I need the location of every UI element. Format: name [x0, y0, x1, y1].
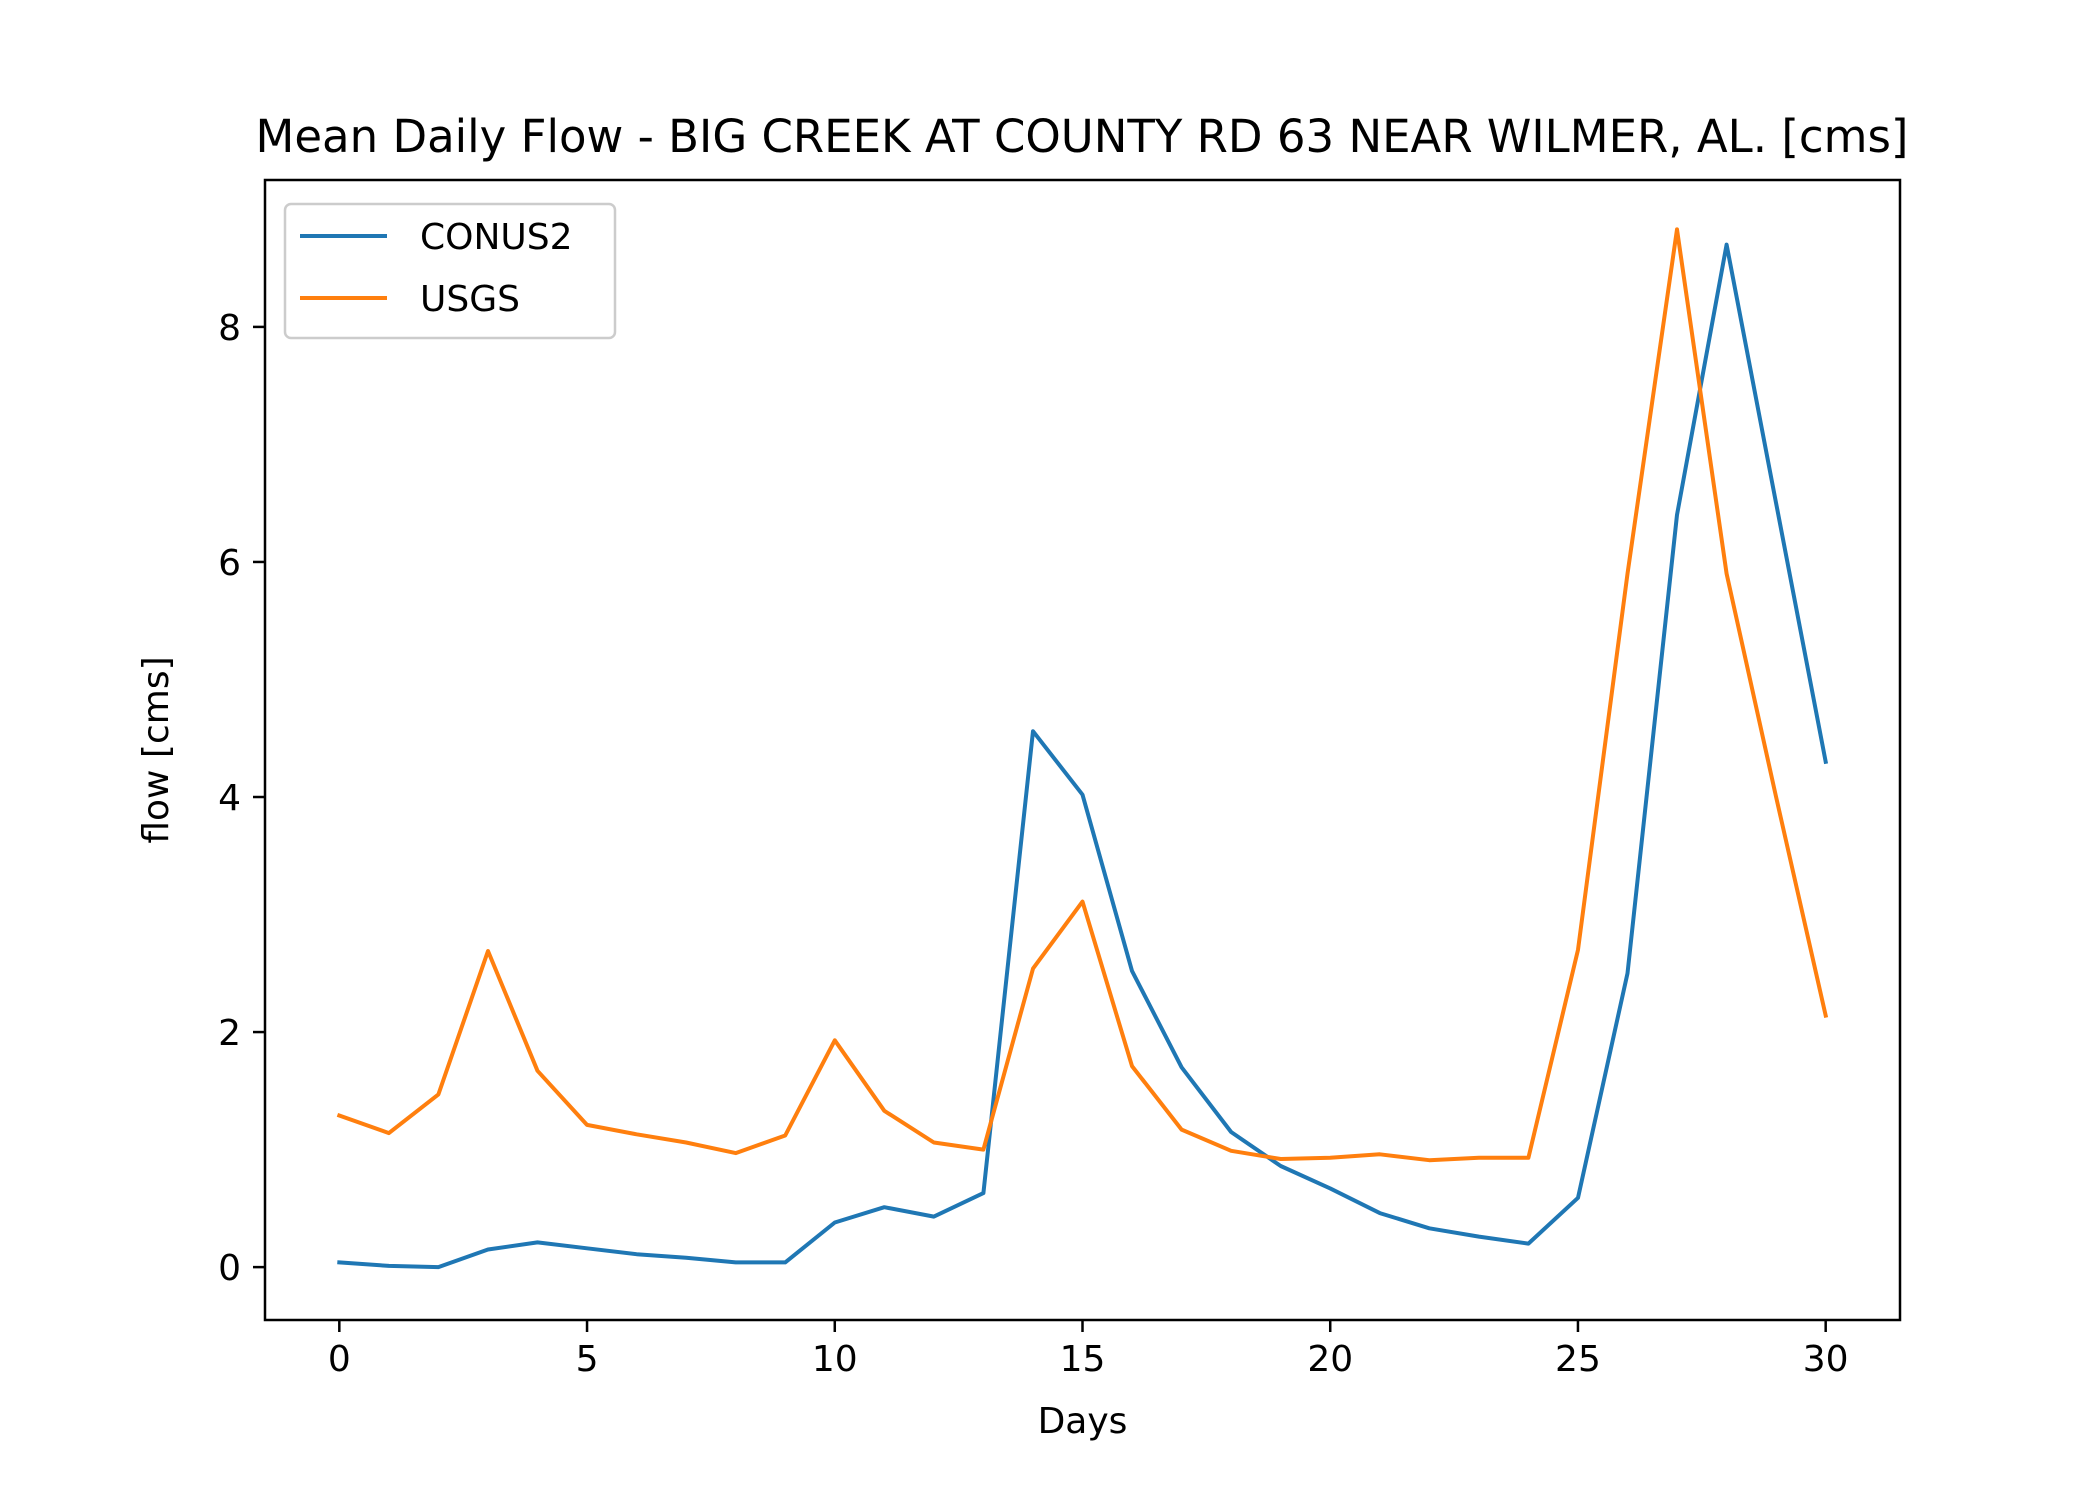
- x-axis-label: Days: [1038, 1401, 1128, 1442]
- series-layer: [336, 227, 1829, 1270]
- series-line-usgs: [336, 227, 1829, 1163]
- x-tick-label: 20: [1307, 1339, 1353, 1380]
- legend-label-conus2: CONUS2: [420, 217, 573, 258]
- chart-title: Mean Daily Flow - BIG CREEK AT COUNTY RD…: [256, 110, 1909, 163]
- x-tick-label: 0: [328, 1339, 351, 1380]
- axis-ticks: 0 5 10 15 20 25 30 0 2 4 6 8: [218, 308, 1848, 1380]
- x-tick-label: 10: [812, 1339, 858, 1380]
- y-tick-label: 4: [218, 778, 241, 819]
- plot-frame: [263, 178, 1902, 1322]
- series-line-conus2: [337, 242, 1829, 1270]
- y-tick-label: 2: [218, 1013, 241, 1054]
- y-tick-label: 8: [218, 308, 241, 349]
- legend-label-usgs: USGS: [420, 279, 520, 320]
- y-axis-label: flow [cms]: [136, 656, 177, 843]
- y-tick-label: 0: [218, 1248, 241, 1289]
- y-tick-label: 6: [218, 543, 241, 584]
- x-tick-label: 25: [1555, 1339, 1601, 1380]
- x-tick-label: 15: [1060, 1339, 1106, 1380]
- x-tick-label: 30: [1803, 1339, 1849, 1380]
- legend: CONUS2 USGS: [283, 202, 617, 340]
- x-tick-label: 5: [576, 1339, 599, 1380]
